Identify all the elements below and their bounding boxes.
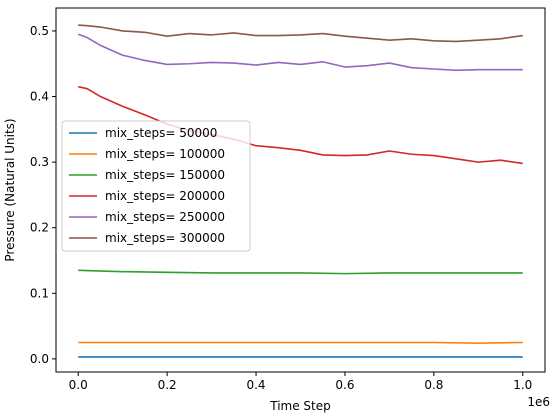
series-line-5	[77, 33, 523, 72]
y-tick-label: 0.0	[30, 352, 49, 366]
legend-label: mix_steps= 50000	[105, 126, 217, 140]
legend-label: mix_steps= 150000	[105, 168, 225, 182]
x-tick-label: 0.8	[424, 378, 443, 392]
x-tick-label: 0.4	[246, 378, 265, 392]
y-tick-label: 0.2	[30, 221, 49, 235]
x-tick-label: 0.2	[158, 378, 177, 392]
series-lines	[77, 24, 523, 358]
legend: mix_steps= 50000 mix_steps= 100000 mix_ste…	[61, 120, 251, 252]
x-tick-label: 1.0	[513, 378, 532, 392]
legend-label: mix_steps= 300000	[105, 231, 225, 245]
legend-label: mix_steps= 250000	[105, 210, 225, 224]
legend-label: mix_steps= 100000	[105, 147, 225, 161]
series-line-4	[78, 85, 523, 165]
x-tick-label: 0.0	[69, 378, 88, 392]
y-tick-label: 0.1	[30, 286, 49, 300]
y-tick-label: 0.4	[30, 90, 49, 104]
x-tick-label: 0.6	[335, 378, 354, 392]
x-axis-label: Time Step	[269, 399, 331, 413]
series-line-3	[78, 269, 523, 275]
series-line-2	[78, 341, 523, 344]
plot-frame	[55, 7, 546, 373]
axis-ticks: 0.0 0.2 0.4 0.6 0.8 1.0 0.0 0.1 0.2 0.3 0.4 0.5	[30, 24, 532, 392]
legend-box	[61, 120, 251, 252]
legend-label: mix_steps= 200000	[105, 189, 225, 203]
y-tick-label: 0.5	[30, 24, 49, 38]
y-axis-label: Pressure (Natural Units)	[3, 118, 17, 261]
x-axis-offset-text: 1e6	[527, 395, 550, 409]
series-line-6	[78, 24, 523, 43]
y-tick-label: 0.3	[30, 155, 49, 169]
